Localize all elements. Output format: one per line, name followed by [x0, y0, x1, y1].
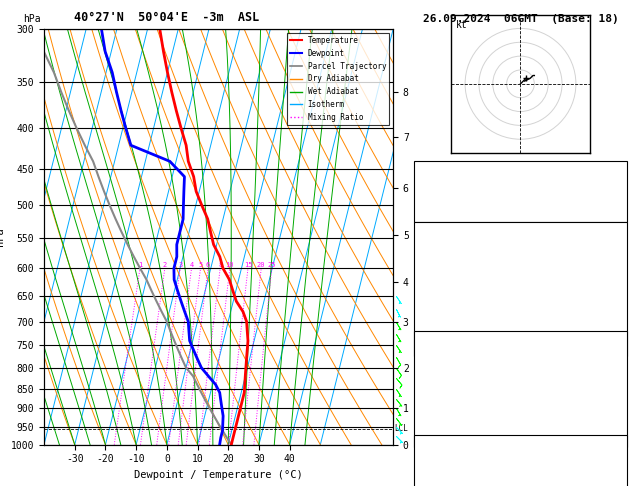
Text: PW (cm): PW (cm): [418, 201, 456, 210]
Text: SREH: SREH: [418, 474, 440, 484]
Text: Surface: Surface: [502, 225, 539, 234]
Text: 1: 1: [138, 262, 142, 268]
Text: Most Unstable: Most Unstable: [486, 334, 555, 343]
X-axis label: Dewpoint / Temperature (°C): Dewpoint / Temperature (°C): [134, 470, 303, 480]
Text: 2: 2: [163, 262, 167, 268]
Text: 1: 1: [617, 389, 623, 399]
Text: kt: kt: [455, 20, 467, 30]
Text: Lifted Index: Lifted Index: [418, 389, 483, 399]
Text: EH: EH: [418, 456, 429, 465]
Text: 2.79: 2.79: [601, 201, 623, 210]
Text: CAPE (J): CAPE (J): [418, 317, 462, 326]
Text: K: K: [418, 164, 424, 173]
Text: 4: 4: [189, 262, 194, 268]
Text: 6: 6: [206, 262, 210, 268]
Text: 8: 8: [218, 262, 222, 268]
Text: θₑ (K): θₑ (K): [418, 371, 451, 380]
Text: Dewp (°C): Dewp (°C): [418, 261, 467, 271]
Text: © weatheronline.co.uk: © weatheronline.co.uk: [468, 472, 573, 481]
Text: CIN (J): CIN (J): [418, 335, 456, 345]
Text: 32: 32: [612, 335, 623, 345]
Text: 3: 3: [178, 262, 182, 268]
Y-axis label: hPa: hPa: [0, 227, 5, 246]
Text: 85: 85: [612, 456, 623, 465]
Text: Mixing Ratio (g/kg): Mixing Ratio (g/kg): [423, 186, 432, 288]
Y-axis label: km
ASL: km ASL: [420, 227, 437, 246]
Text: Hodograph: Hodograph: [496, 437, 545, 447]
Text: 15: 15: [243, 262, 252, 268]
Text: 118: 118: [606, 474, 623, 484]
Text: 327: 327: [606, 371, 623, 380]
Text: Lifted Index: Lifted Index: [418, 298, 483, 308]
Text: 10: 10: [226, 262, 234, 268]
Text: CAPE (J): CAPE (J): [418, 408, 462, 417]
Text: Totals Totals: Totals Totals: [418, 182, 488, 191]
Text: 40: 40: [612, 182, 623, 191]
Text: 17.2: 17.2: [601, 261, 623, 271]
Text: 32: 32: [612, 426, 623, 435]
Text: θₑ(K): θₑ(K): [418, 280, 445, 289]
Text: CIN (J): CIN (J): [418, 426, 456, 435]
Text: Temp (°C): Temp (°C): [418, 243, 467, 252]
Text: 20: 20: [257, 262, 265, 268]
Text: 82: 82: [612, 317, 623, 326]
Text: 25: 25: [612, 164, 623, 173]
Text: 1019: 1019: [601, 352, 623, 362]
Text: 82: 82: [612, 408, 623, 417]
Text: 21.1: 21.1: [601, 243, 623, 252]
Text: 327: 327: [606, 280, 623, 289]
Text: 1: 1: [617, 298, 623, 308]
Text: 40°27'N  50°04'E  -3m  ASL: 40°27'N 50°04'E -3m ASL: [74, 11, 259, 24]
Text: 26.09.2024  06GMT  (Base: 18): 26.09.2024 06GMT (Base: 18): [423, 14, 618, 24]
Text: Pressure (mb): Pressure (mb): [418, 352, 488, 362]
Text: 5: 5: [198, 262, 203, 268]
Text: LCL: LCL: [394, 424, 408, 434]
Text: hPa: hPa: [23, 14, 41, 24]
Text: 25: 25: [267, 262, 276, 268]
Legend: Temperature, Dewpoint, Parcel Trajectory, Dry Adiabat, Wet Adiabat, Isotherm, Mi: Temperature, Dewpoint, Parcel Trajectory…: [287, 33, 389, 125]
